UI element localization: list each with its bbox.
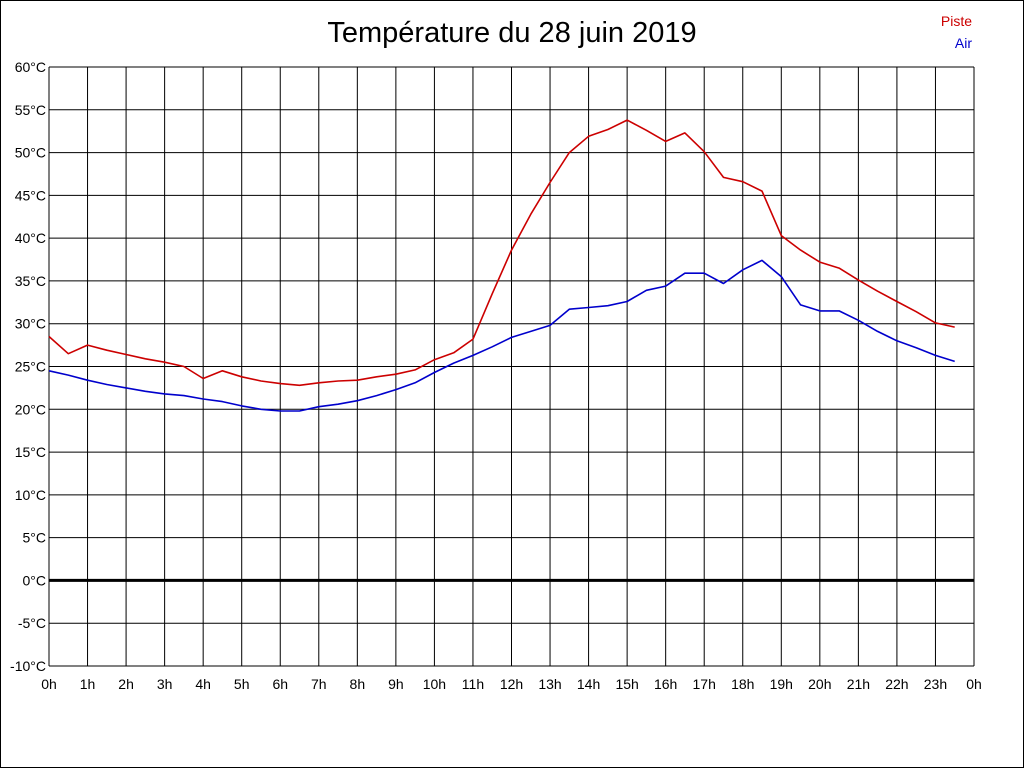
x-tick-label: 17h bbox=[693, 676, 716, 692]
y-tick-label: -10°C bbox=[10, 658, 46, 674]
y-tick-label: 55°C bbox=[15, 102, 46, 118]
y-tick-label: 30°C bbox=[15, 316, 46, 332]
y-tick-label: 5°C bbox=[23, 530, 47, 546]
x-tick-label: 0h bbox=[41, 676, 57, 692]
legend-entry-piste: Piste bbox=[940, 13, 972, 29]
x-tick-label: 12h bbox=[500, 676, 523, 692]
y-tick-label: 10°C bbox=[15, 487, 46, 503]
x-tick-label: 8h bbox=[350, 676, 366, 692]
x-tick-label: 13h bbox=[538, 676, 561, 692]
x-tick-label: 18h bbox=[731, 676, 754, 692]
y-tick-label: 25°C bbox=[15, 359, 46, 375]
y-tick-label: 50°C bbox=[15, 145, 46, 161]
y-tick-label: 40°C bbox=[15, 230, 46, 246]
x-tick-label: 20h bbox=[808, 676, 831, 692]
x-tick-label: 3h bbox=[157, 676, 173, 692]
x-tick-label: 15h bbox=[615, 676, 638, 692]
y-tick-label: -5°C bbox=[18, 615, 46, 631]
y-tick-label: 20°C bbox=[15, 401, 46, 417]
x-tick-label: 11h bbox=[462, 676, 484, 692]
x-tick-label: 7h bbox=[311, 676, 327, 692]
y-tick-label: 60°C bbox=[15, 59, 46, 75]
x-tick-label: 23h bbox=[924, 676, 947, 692]
chart-title: Température du 28 juin 2019 bbox=[327, 17, 697, 49]
y-tick-label: 45°C bbox=[15, 187, 46, 203]
x-tick-label: 4h bbox=[195, 676, 211, 692]
x-tick-label: 22h bbox=[885, 676, 908, 692]
x-tick-label: 9h bbox=[388, 676, 404, 692]
y-tick-label: 35°C bbox=[15, 273, 46, 289]
x-tick-label: 6h bbox=[272, 676, 288, 692]
x-tick-label: 21h bbox=[847, 676, 870, 692]
x-tick-label: 14h bbox=[577, 676, 600, 692]
x-tick-label: 5h bbox=[234, 676, 250, 692]
x-tick-label: 2h bbox=[118, 676, 134, 692]
x-tick-label: 0h bbox=[966, 676, 982, 692]
legend-entry-air: Air bbox=[954, 35, 972, 51]
y-tick-label: 0°C bbox=[23, 572, 47, 588]
x-tick-label: 19h bbox=[770, 676, 793, 692]
y-tick-label: 15°C bbox=[15, 444, 46, 460]
x-tick-label: 10h bbox=[423, 676, 446, 692]
x-tick-label: 16h bbox=[654, 676, 677, 692]
x-tick-label: 1h bbox=[80, 676, 96, 692]
series-line-piste bbox=[48, 119, 955, 387]
series-line-air bbox=[48, 259, 955, 412]
